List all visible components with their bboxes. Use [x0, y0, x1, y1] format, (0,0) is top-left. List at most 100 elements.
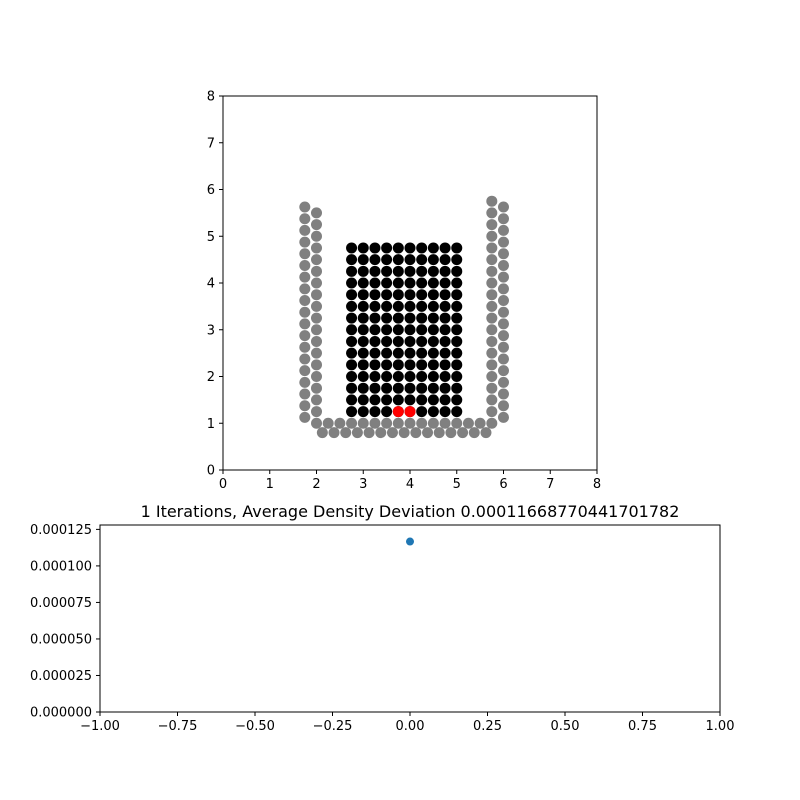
boundary-particle [422, 427, 434, 439]
fluid-particle [346, 347, 358, 359]
fluid-particle [381, 382, 393, 394]
fluid-particle [346, 406, 358, 418]
fluid-particle [357, 394, 369, 406]
boundary-particle [311, 277, 322, 289]
boundary-particle [311, 382, 322, 394]
boundary-particle [468, 427, 480, 439]
fluid-particle [439, 371, 451, 382]
fluid-particle [451, 382, 463, 394]
deviation-y-axis: 0.000000 0.000025 0.000050 0.000075 0.000100… [30, 523, 100, 721]
fluid-particle [381, 394, 393, 406]
fluid-particle [357, 371, 369, 382]
fluid-particle [404, 300, 416, 312]
fluid-particle [439, 335, 451, 347]
fluid-particle [404, 254, 416, 266]
fluid-particle [357, 277, 369, 289]
boundary-particle [433, 427, 445, 439]
y-tick-label: 0.000075 [30, 596, 92, 611]
fluid-particle [439, 289, 451, 301]
fluid-particle [369, 277, 381, 289]
fluid-particle [451, 406, 463, 418]
boundary-particle [498, 259, 509, 271]
boundary-particle [299, 295, 311, 307]
fluid-particle [451, 394, 463, 406]
fluid-particle [369, 289, 381, 301]
fluid-particle [427, 359, 439, 371]
boundary-particle [498, 318, 509, 330]
fluid-particle [404, 347, 416, 359]
y-tick-label: 0.000050 [30, 632, 92, 647]
fluid-particle [357, 300, 369, 312]
boundary-particle [486, 394, 498, 406]
boundary-particle [363, 427, 375, 439]
fluid-particle [416, 406, 428, 418]
x-tick-label: 4 [406, 477, 414, 492]
y-tick-label: 4 [207, 277, 215, 292]
boundary-particle [322, 417, 334, 429]
fluid-particle [369, 382, 381, 394]
x-tick-label: −0.25 [313, 719, 353, 734]
deviation-points [406, 537, 414, 546]
fluid-particle [357, 265, 369, 277]
fluid-particle [404, 265, 416, 277]
fluid-particle [357, 406, 369, 418]
boundary-particle [311, 254, 322, 266]
fluid-particle [416, 394, 428, 406]
fluid-particle [427, 382, 439, 394]
fluid-particle [392, 289, 404, 301]
fluid-particle [404, 277, 416, 289]
y-tick-label: 2 [207, 370, 215, 385]
fluid-particle [451, 347, 463, 359]
boundary-particle [486, 417, 498, 429]
fluid-particle [369, 347, 381, 359]
fluid-particle [439, 277, 451, 289]
boundary-particle [486, 312, 498, 324]
fluid-particle [357, 242, 369, 254]
fluid-particle [416, 324, 428, 336]
y-tick-label: 0.000025 [30, 669, 92, 684]
fluid-particle [346, 265, 358, 277]
fluid-particle [381, 277, 393, 289]
boundary-particle [299, 201, 311, 213]
boundary-particle [498, 411, 509, 423]
fluid-particle [381, 335, 393, 347]
boundary-particle [299, 283, 311, 295]
boundary-particle [486, 242, 498, 254]
fluid-particle [357, 312, 369, 324]
fluid-particle [381, 371, 393, 382]
highlighted-particle [392, 406, 404, 418]
boundary-particle [328, 427, 340, 439]
boundary-particle [498, 341, 509, 353]
y-tick-label: 6 [207, 183, 215, 198]
y-tick-label: 3 [207, 323, 215, 338]
fluid-particle [381, 242, 393, 254]
fluid-particle [357, 289, 369, 301]
boundary-particle [311, 219, 322, 231]
deviation-point [406, 537, 414, 546]
boundary-particle [486, 195, 498, 207]
fluid-particle [381, 406, 393, 418]
fluid-particle [451, 289, 463, 301]
fluid-particle [392, 312, 404, 324]
fluid-particle [427, 277, 439, 289]
fluid-particle [416, 242, 428, 254]
fluid-particle [404, 324, 416, 336]
boundary-particle [486, 406, 498, 418]
boundary-particle [457, 427, 469, 439]
deviation-x-axis: −1.00 −0.75 −0.50 −0.25 0.00 0.25 0.50 0.75 1.00 [80, 712, 734, 734]
fluid-particle [392, 394, 404, 406]
fluid-particle [439, 406, 451, 418]
fluid-particle [392, 382, 404, 394]
fluid-particle [404, 312, 416, 324]
fluid-particle [346, 277, 358, 289]
x-tick-label: 0.25 [473, 719, 502, 734]
boundary-particle [498, 376, 509, 388]
fluid-particle [404, 335, 416, 347]
fluid-particle [369, 324, 381, 336]
fluid-particle [416, 371, 428, 382]
fluid-particle [451, 254, 463, 266]
fluid-particle [369, 254, 381, 266]
boundary-particle [299, 353, 311, 365]
boundary-particle [311, 207, 322, 219]
